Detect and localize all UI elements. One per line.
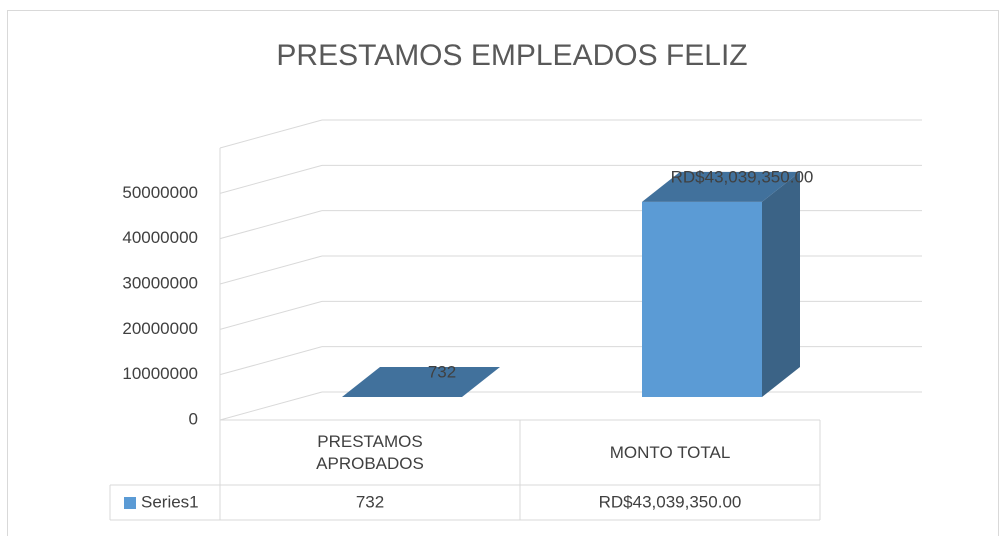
legend-key xyxy=(124,497,136,509)
bar-top xyxy=(642,171,800,202)
chart-border xyxy=(7,10,999,536)
data-label: RD$43,039,350.00 xyxy=(671,167,814,186)
bar-top xyxy=(342,366,500,397)
chart-title: PRESTAMOS EMPLEADOS FELIZ xyxy=(276,39,747,72)
bar-side xyxy=(462,366,500,397)
data-label: 732 xyxy=(428,362,456,381)
y-tick-label: 40000000 xyxy=(122,228,198,247)
y-tick-label: 10000000 xyxy=(122,364,198,383)
bar-side xyxy=(762,171,800,397)
category-label: PRESTAMOS APROBADOS xyxy=(316,432,424,473)
category-label: MONTO TOTAL xyxy=(609,443,731,462)
grid-line xyxy=(219,255,323,285)
grid-line xyxy=(219,300,323,330)
y-tick-label: 0 xyxy=(189,409,198,428)
y-tick-label: 20000000 xyxy=(122,319,198,338)
table-value: RD$43,039,350.00 xyxy=(599,492,742,511)
table-value: 732 xyxy=(356,492,384,511)
grid-line xyxy=(219,210,323,240)
bar xyxy=(642,201,762,397)
y-tick-label: 30000000 xyxy=(122,273,198,292)
legend-label: Series1 xyxy=(141,492,199,511)
grid-line xyxy=(219,164,323,194)
grid-line xyxy=(219,391,323,421)
grid-line xyxy=(219,346,323,376)
y-tick-label: 50000000 xyxy=(122,183,198,202)
wall-top xyxy=(219,119,323,149)
